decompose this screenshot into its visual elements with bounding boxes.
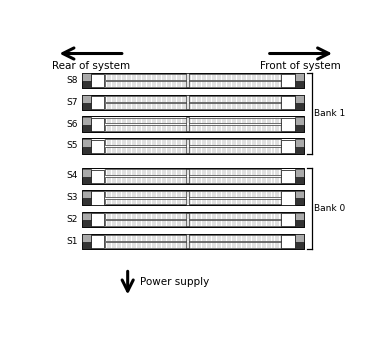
Text: S6: S6 xyxy=(67,120,78,129)
Bar xyxy=(186,212,189,226)
Bar xyxy=(82,94,304,110)
Bar xyxy=(82,138,304,154)
Bar xyxy=(282,140,295,153)
Bar xyxy=(295,117,304,125)
Bar xyxy=(105,235,280,241)
Bar xyxy=(186,117,189,131)
Text: S7: S7 xyxy=(67,98,78,107)
Bar xyxy=(282,213,295,226)
Bar xyxy=(186,169,189,183)
Bar xyxy=(186,234,189,248)
Bar xyxy=(82,139,91,147)
Bar xyxy=(105,96,280,102)
Bar xyxy=(82,234,91,242)
Bar xyxy=(295,139,304,147)
Text: Bank 0: Bank 0 xyxy=(314,204,346,213)
Text: S2: S2 xyxy=(67,215,78,224)
Bar xyxy=(295,198,304,206)
Bar xyxy=(282,74,295,88)
Bar xyxy=(82,212,304,227)
Bar xyxy=(82,191,91,198)
Bar xyxy=(91,170,104,183)
Bar xyxy=(91,235,104,248)
Bar xyxy=(82,190,304,206)
Bar xyxy=(91,213,104,226)
Bar xyxy=(295,125,304,132)
Text: Rear of system: Rear of system xyxy=(52,61,130,71)
Bar xyxy=(105,199,280,204)
Bar xyxy=(105,118,280,124)
Bar xyxy=(105,191,280,197)
Bar xyxy=(91,140,104,153)
Text: S1: S1 xyxy=(67,237,78,246)
Bar xyxy=(282,118,295,131)
Bar xyxy=(105,125,280,131)
Bar xyxy=(295,242,304,249)
Bar xyxy=(82,198,91,206)
Bar xyxy=(295,220,304,227)
Bar xyxy=(82,95,91,103)
Bar xyxy=(82,117,91,125)
Bar xyxy=(105,103,280,109)
Bar xyxy=(105,169,280,175)
Bar xyxy=(282,96,295,109)
Bar xyxy=(186,95,189,109)
Bar xyxy=(82,176,91,183)
Bar xyxy=(186,139,189,153)
Bar xyxy=(105,139,280,145)
Bar xyxy=(82,147,91,154)
Bar xyxy=(82,73,304,88)
Bar xyxy=(82,73,91,81)
Bar xyxy=(105,81,280,87)
Bar xyxy=(295,234,304,242)
Bar xyxy=(82,212,91,220)
Bar xyxy=(105,177,280,183)
Bar xyxy=(105,220,280,226)
Bar xyxy=(282,191,295,204)
Bar xyxy=(91,191,104,204)
Bar xyxy=(295,95,304,103)
Bar xyxy=(295,176,304,183)
Bar xyxy=(295,212,304,220)
Bar xyxy=(295,73,304,81)
Bar xyxy=(91,96,104,109)
Bar xyxy=(82,116,304,132)
Bar xyxy=(91,118,104,131)
Bar xyxy=(282,170,295,183)
Bar xyxy=(295,191,304,198)
Bar xyxy=(82,220,91,227)
Text: S8: S8 xyxy=(67,76,78,85)
Bar xyxy=(105,213,280,219)
Text: S5: S5 xyxy=(67,142,78,151)
Bar xyxy=(82,81,91,88)
Text: Front of system: Front of system xyxy=(261,61,341,71)
Bar xyxy=(82,169,91,176)
Bar xyxy=(82,103,91,110)
Bar xyxy=(82,168,304,183)
Bar xyxy=(295,169,304,176)
Bar xyxy=(295,81,304,88)
Bar xyxy=(82,125,91,132)
Bar xyxy=(282,235,295,248)
Text: S3: S3 xyxy=(67,193,78,202)
Bar xyxy=(91,74,104,88)
Bar xyxy=(105,242,280,248)
Bar xyxy=(186,191,189,204)
Bar xyxy=(82,234,304,249)
Bar xyxy=(295,103,304,110)
Text: Power supply: Power supply xyxy=(139,276,209,286)
Text: S4: S4 xyxy=(67,171,78,180)
Bar xyxy=(82,242,91,249)
Bar xyxy=(105,147,280,153)
Bar xyxy=(105,74,280,80)
Text: Bank 1: Bank 1 xyxy=(314,109,346,118)
Bar xyxy=(295,147,304,154)
Bar xyxy=(186,73,189,88)
